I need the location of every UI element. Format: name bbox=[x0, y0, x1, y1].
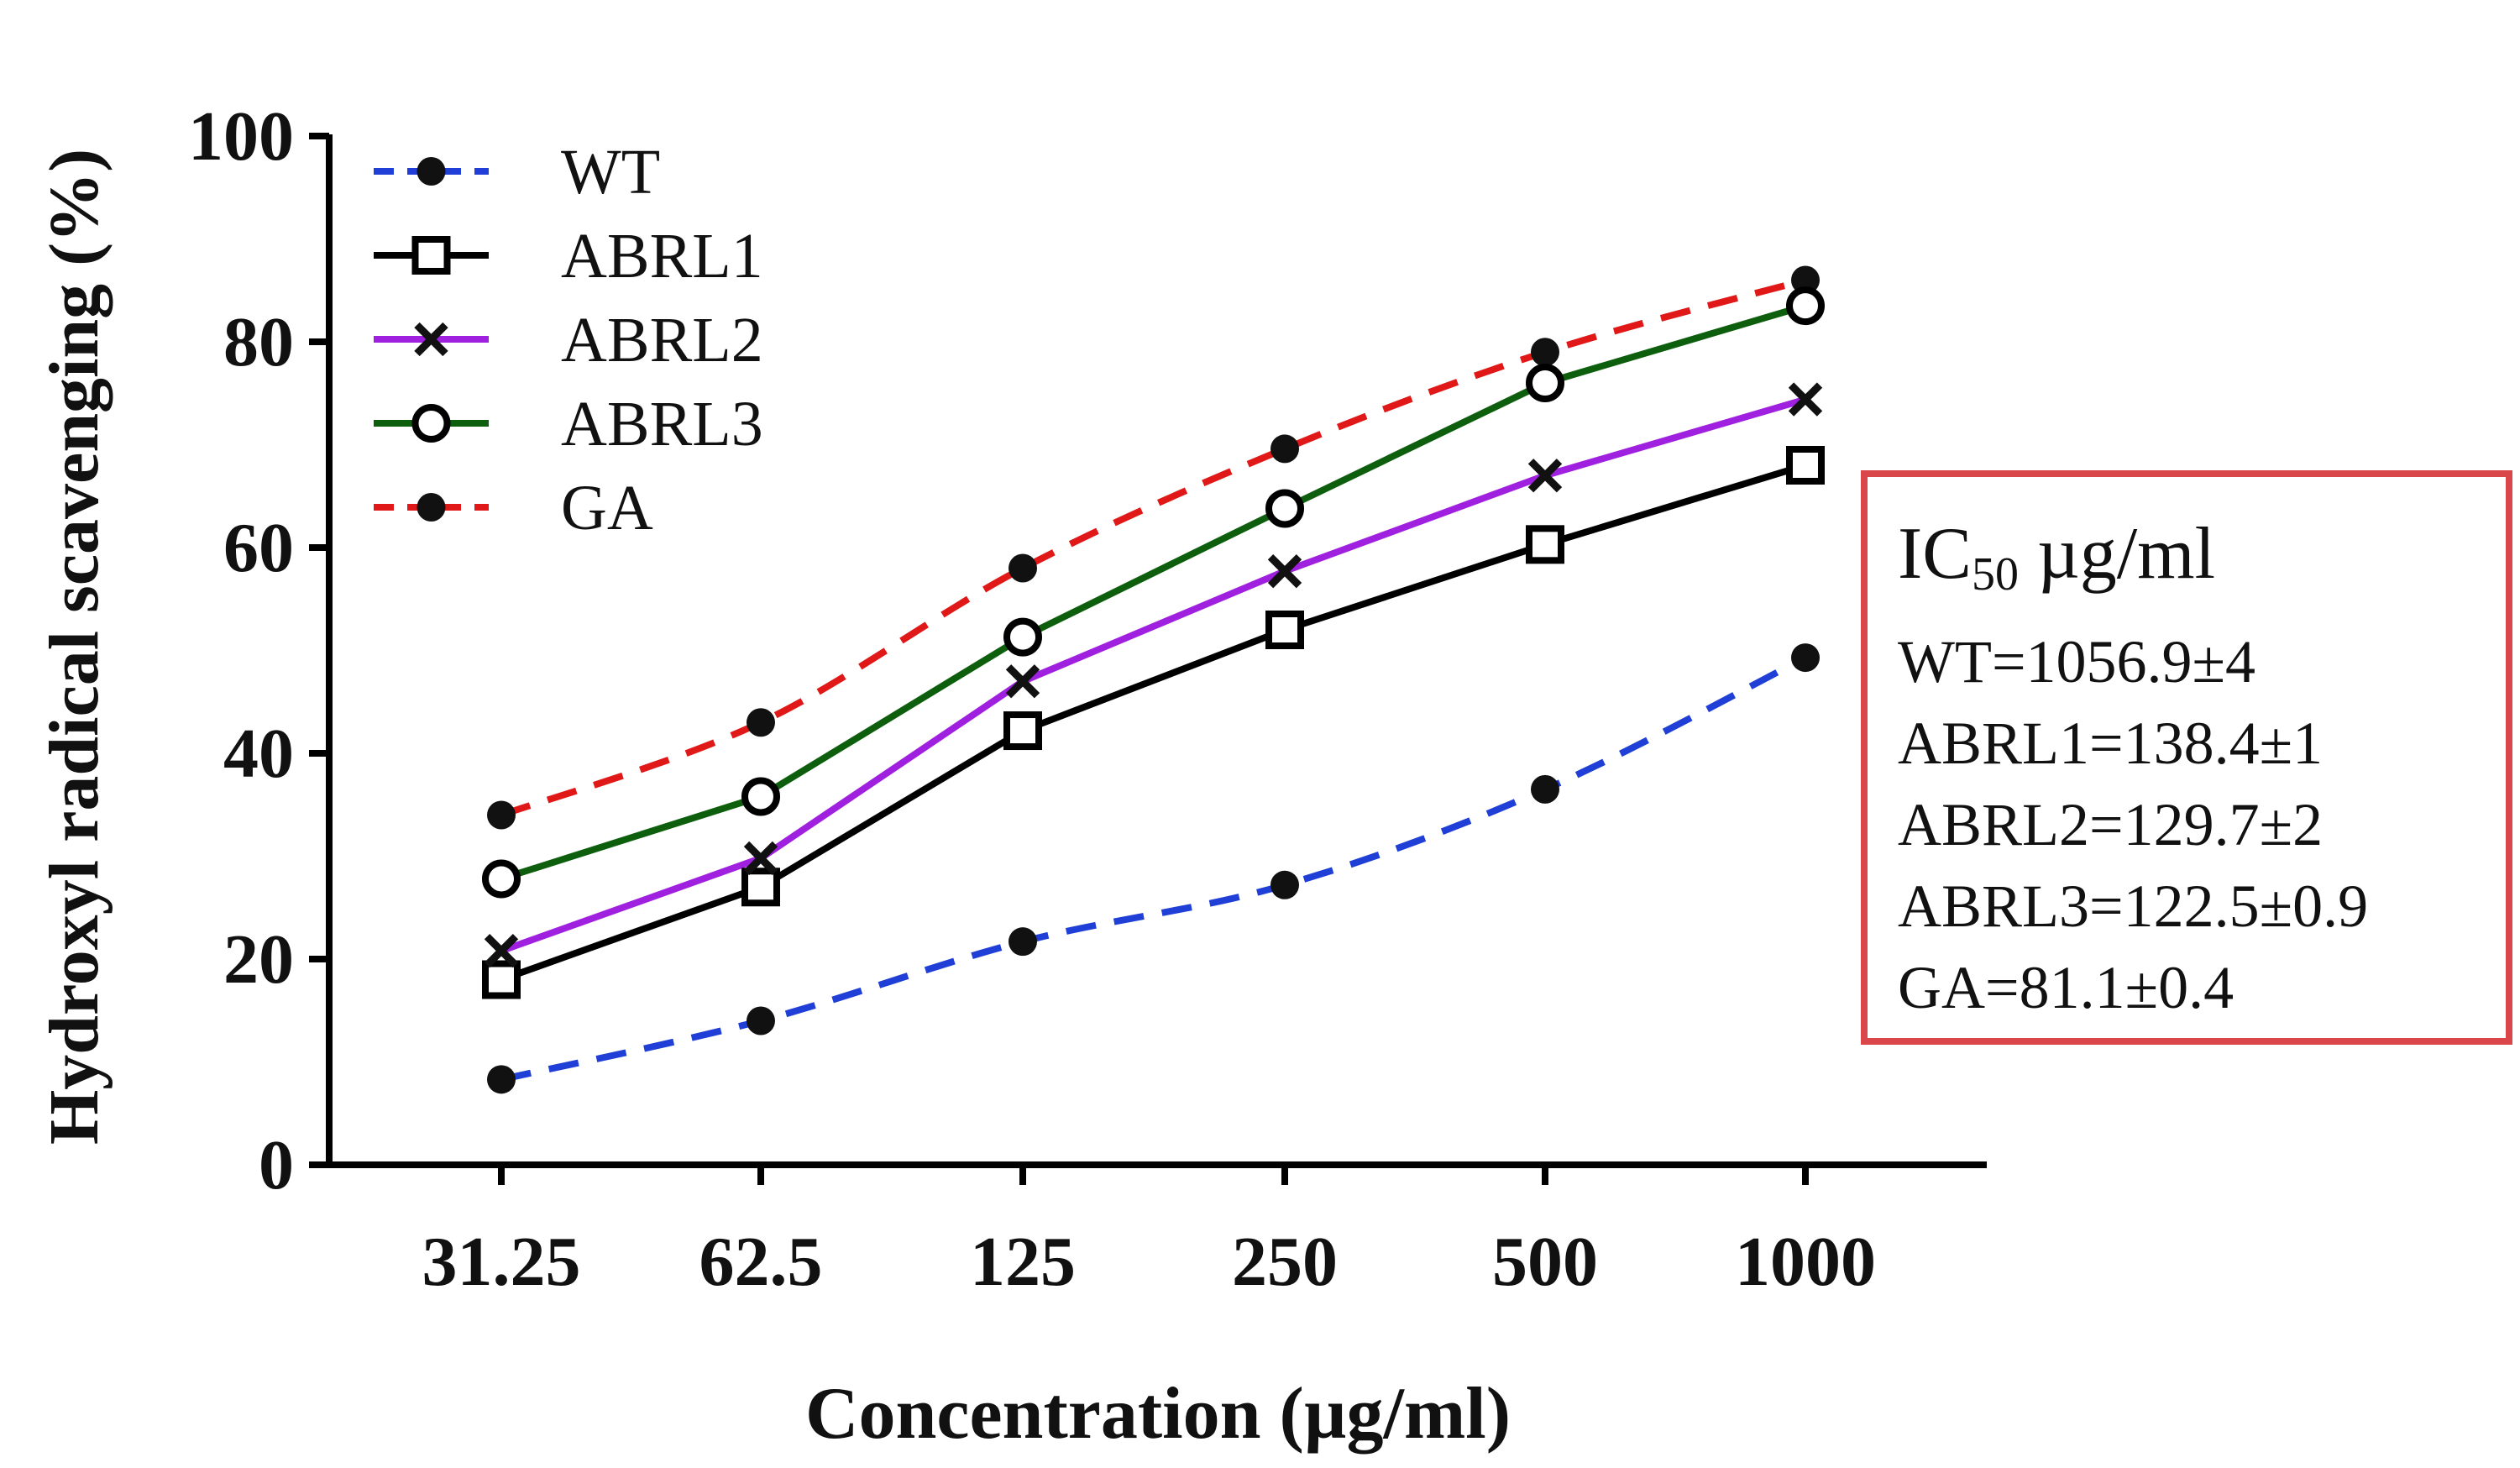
ic50-annotation-box: IC50 µg/ml WT=1056.9±4 ABRL1=138.4±1 ABR… bbox=[1861, 470, 2512, 1045]
legend-label-abrl1: ABRL1 bbox=[561, 221, 763, 291]
data-point-abrl3 bbox=[1265, 489, 1304, 528]
legend-item-wt: WT bbox=[374, 137, 660, 207]
series-points-abrl2 bbox=[484, 382, 1823, 968]
x-tick-label: 250 bbox=[1232, 1223, 1338, 1301]
series-line-wt bbox=[500, 654, 1807, 1083]
data-point-abrl3 bbox=[482, 859, 521, 899]
data-point-abrl1 bbox=[741, 868, 780, 907]
data-point-abrl2 bbox=[1527, 459, 1563, 493]
data-point-abrl2 bbox=[484, 934, 519, 968]
series-line-abrl1 bbox=[500, 462, 1807, 983]
x-tick-label: 1000 bbox=[1735, 1223, 1876, 1301]
y-tick-label: 0 bbox=[259, 1126, 294, 1204]
x-tick-label: 125 bbox=[970, 1223, 1076, 1301]
data-point-abrl3 bbox=[1003, 617, 1042, 657]
series-points-abrl3 bbox=[482, 286, 1825, 899]
legend-marker-wt bbox=[417, 157, 446, 186]
ic50-item-abrl1: ABRL1=138.4±1 bbox=[1898, 710, 2324, 777]
data-point-abrl2 bbox=[1788, 382, 1823, 417]
series-points-ga bbox=[487, 265, 1820, 830]
legend-marker-abrl3 bbox=[411, 404, 451, 443]
data-point-wt bbox=[487, 1065, 516, 1094]
y-tick-label: 60 bbox=[223, 509, 294, 587]
data-point-abrl3 bbox=[1786, 286, 1825, 326]
legend-item-abrl3: ABRL3 bbox=[374, 389, 763, 459]
data-point-abrl1 bbox=[1265, 611, 1304, 649]
data-point-wt bbox=[1531, 774, 1559, 804]
data-point-abrl1 bbox=[482, 960, 521, 999]
legend-item-abrl2: ABRL2 bbox=[374, 305, 763, 375]
data-point-abrl2 bbox=[1005, 664, 1040, 699]
series-line-ga bbox=[500, 276, 1807, 819]
legend-label-wt: WT bbox=[561, 137, 660, 207]
ic50-item-abrl2: ABRL2=129.7±2 bbox=[1898, 791, 2324, 858]
legend-marker-abrl2 bbox=[414, 322, 448, 357]
ic50-item-wt: WT=1056.9±4 bbox=[1898, 628, 2256, 695]
data-point-abrl2 bbox=[1267, 553, 1302, 589]
legend-marker-ga bbox=[417, 493, 446, 522]
ic50-title: IC50 µg/ml bbox=[1898, 514, 2506, 615]
y-tick-label: 40 bbox=[223, 715, 294, 793]
data-point-ga bbox=[1009, 553, 1037, 583]
x-tick-label: 500 bbox=[1492, 1223, 1598, 1301]
data-point-abrl1 bbox=[1526, 525, 1564, 564]
data-point-abrl1 bbox=[1003, 711, 1042, 751]
legend-marker-abrl1 bbox=[411, 236, 451, 275]
legend-item-ga: GA bbox=[374, 473, 653, 543]
ic50-title-subscript: 50 bbox=[1972, 548, 2019, 600]
ic50-title-unit: µg/ml bbox=[2019, 513, 2216, 595]
data-point-wt bbox=[1009, 927, 1037, 957]
y-tick-label: 20 bbox=[223, 920, 294, 999]
ic50-title-main: IC bbox=[1898, 513, 1972, 595]
data-point-ga bbox=[1270, 434, 1299, 464]
x-axis-title: Concentration (µg/ml) bbox=[805, 1373, 1511, 1455]
series-line-abrl2 bbox=[500, 396, 1807, 954]
series-points-wt bbox=[487, 643, 1820, 1094]
data-point-abrl1 bbox=[1786, 446, 1825, 485]
data-point-ga bbox=[747, 708, 775, 737]
x-tick-label: 62.5 bbox=[699, 1223, 823, 1301]
ic50-item-ga: GA=81.1±0.4 bbox=[1898, 954, 2234, 1021]
data-point-ga bbox=[1531, 338, 1559, 367]
data-point-abrl3 bbox=[741, 777, 780, 816]
data-point-abrl2 bbox=[743, 841, 778, 876]
x-tick-label: 31.25 bbox=[422, 1223, 581, 1301]
series-points-abrl1 bbox=[482, 446, 1825, 999]
data-point-wt bbox=[1270, 870, 1299, 899]
legend-item-abrl1: ABRL1 bbox=[374, 221, 763, 291]
ic50-item-abrl3: ABRL3=122.5±0.9 bbox=[1898, 873, 2369, 940]
data-point-ga bbox=[487, 800, 516, 830]
legend-label-abrl3: ABRL3 bbox=[561, 389, 763, 459]
y-tick-label: 100 bbox=[188, 97, 294, 176]
data-point-wt bbox=[747, 1006, 775, 1035]
legend-label-abrl2: ABRL2 bbox=[561, 305, 763, 375]
legend-label-ga: GA bbox=[561, 473, 653, 543]
series-line-abrl3 bbox=[500, 302, 1807, 883]
y-tick-label: 80 bbox=[223, 303, 294, 381]
data-point-wt bbox=[1791, 643, 1820, 673]
data-point-abrl3 bbox=[1526, 364, 1564, 402]
data-point-ga bbox=[1791, 265, 1820, 295]
y-axis-title: Hydroxyl radical scavenging (%) bbox=[35, 149, 113, 1145]
